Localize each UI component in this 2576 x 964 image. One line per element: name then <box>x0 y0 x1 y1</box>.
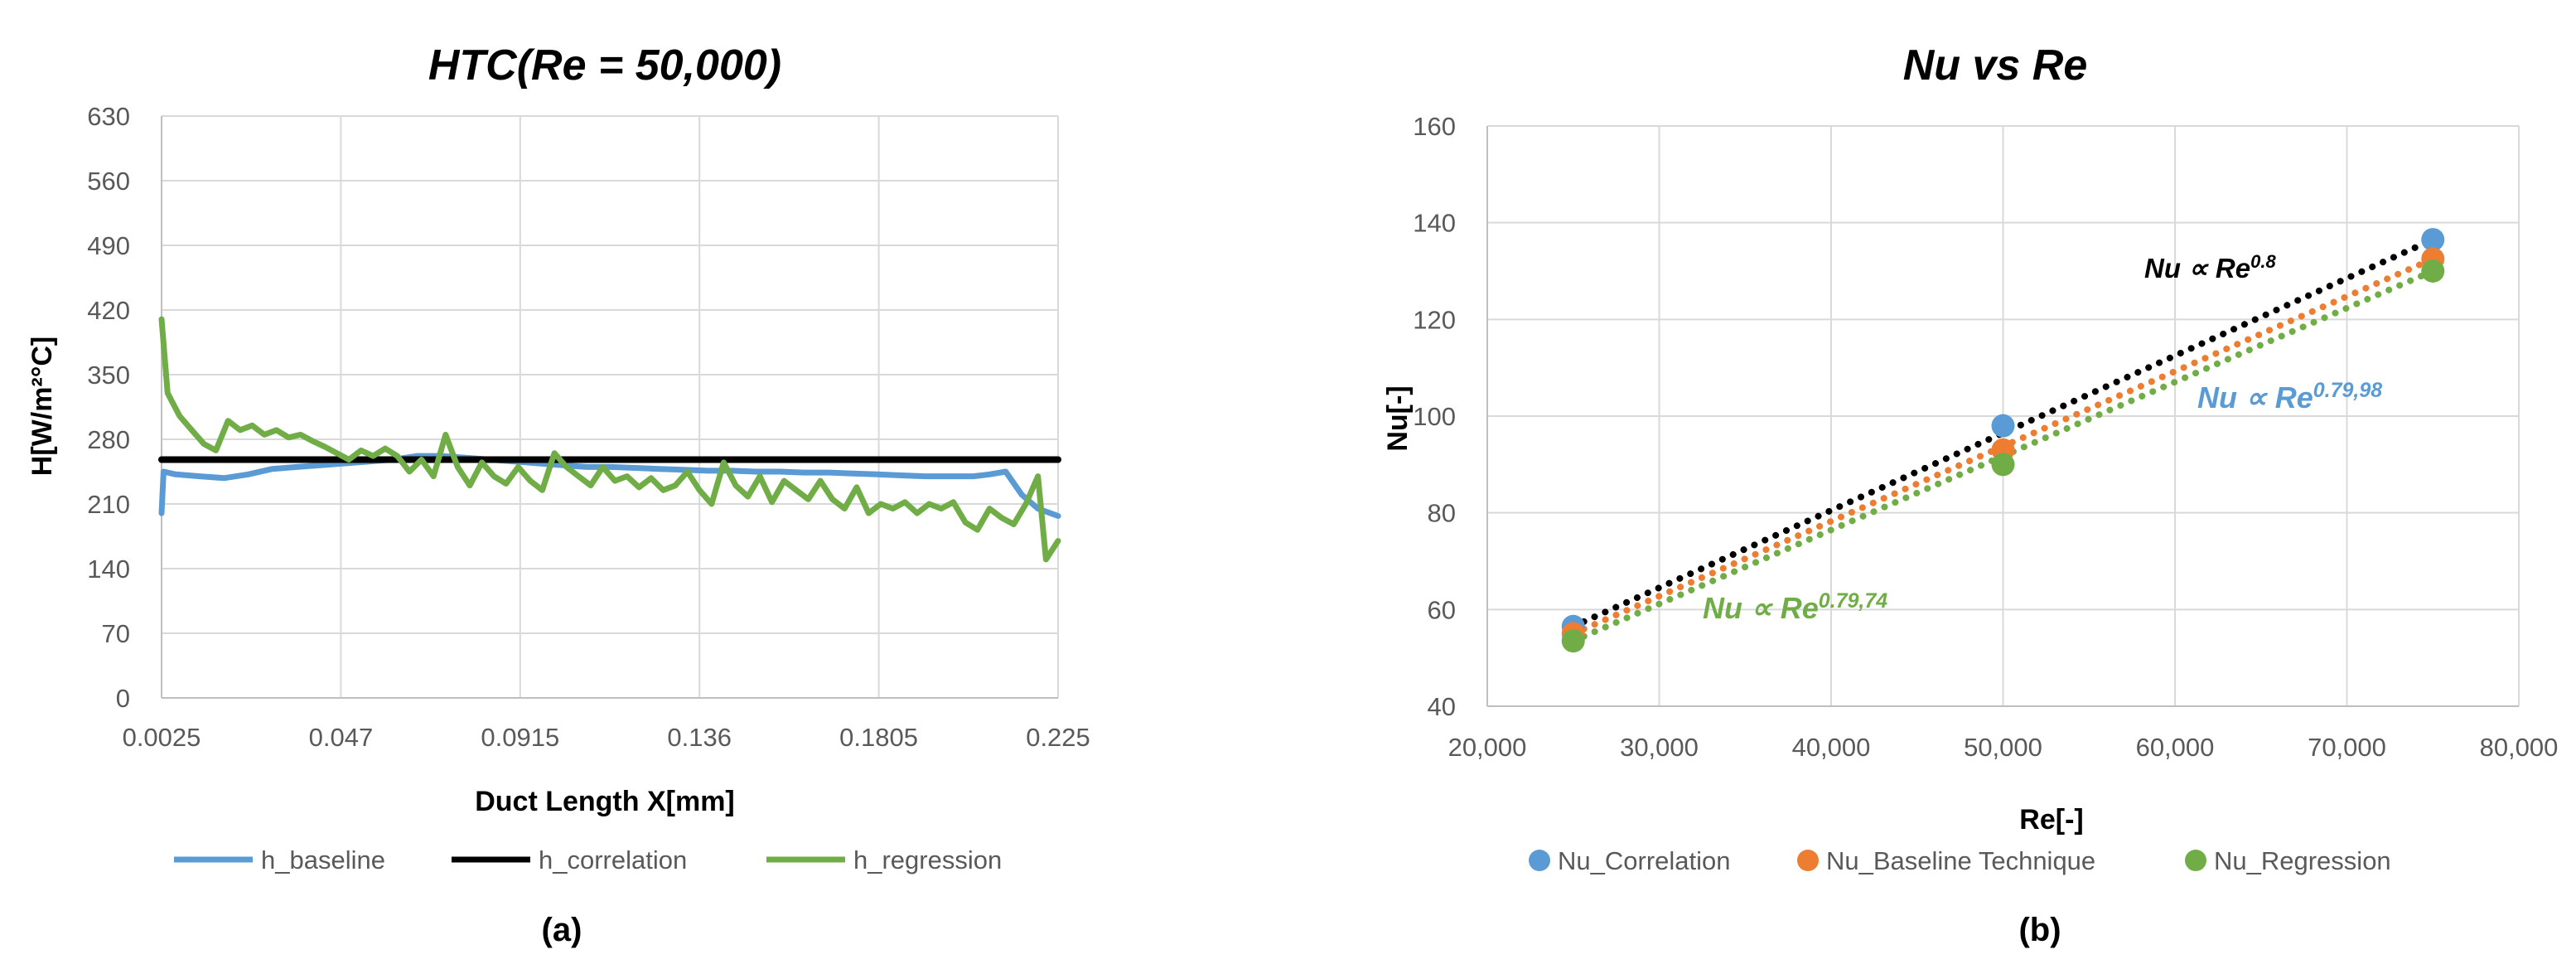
point-nu-correlation <box>2421 228 2445 252</box>
chart-a-xlabel: Duct Length X[mm] <box>475 786 735 817</box>
chart-a-ytick-label: 0 <box>116 684 130 713</box>
series-line-h-baseline <box>158 453 1061 519</box>
chart-a-series <box>158 316 1061 563</box>
point-nu-correlation <box>1991 414 2015 438</box>
chart-a-ytick-label: 490 <box>87 231 130 260</box>
chart-htc: HTC(Re = 50,000) 0 70 140 210 280 350 420 490 56… <box>27 41 1090 948</box>
chart-b-ytick-label: 80 <box>1428 499 1456 528</box>
chart-a-xtick-label: 0.0025 <box>123 723 201 752</box>
chart-a-ytick-label: 350 <box>87 361 130 390</box>
chart-b-yticks: 40 60 80 100 120 140 160 <box>1413 112 1456 721</box>
annotation-correlation: Nu ∝ Re0.8 <box>2144 251 2276 283</box>
chart-b-ytick-label: 160 <box>1413 112 1456 141</box>
chart-nu-vs-re: Nu vs Re 40 60 80 100 120 140 160 20,000 30,000… <box>1382 41 2558 948</box>
point-nu-regression <box>2421 259 2445 283</box>
chart-a-ytick-label: 630 <box>87 102 130 131</box>
legend-nu-regression: Nu_Regression <box>2214 846 2391 875</box>
legend-nu-baseline: Nu_Baseline Technique <box>1826 846 2095 875</box>
panel-label-a: (a) <box>542 912 582 948</box>
chart-a-xtick-label: 0.136 <box>667 723 732 752</box>
chart-a-xticks: 0.0025 0.047 0.0915 0.136 0.1805 0.225 <box>123 723 1090 752</box>
chart-b-ytick-label: 40 <box>1428 692 1456 721</box>
chart-a-title: HTC(Re = 50,000) <box>428 41 781 90</box>
chart-b-xtick-label: 60,000 <box>2136 733 2215 762</box>
panel-label-b: (b) <box>2018 912 2061 948</box>
point-nu-regression <box>1561 629 1585 653</box>
chart-a-grid <box>161 115 1059 699</box>
trendline-nu-correlation <box>1569 236 2437 630</box>
chart-a-legend: h_baseline h_correlation h_regression <box>174 845 1002 874</box>
point-nu-regression <box>1991 453 2015 477</box>
chart-b-xtick-label: 80,000 <box>2480 733 2559 762</box>
legend-swatch-nu-regression <box>2185 850 2206 871</box>
chart-a-ytick-label: 280 <box>87 425 130 454</box>
legend-h-baseline: h_baseline <box>261 845 385 874</box>
annotation-baseline: Nu ∝ Re0.79,98 <box>2197 379 2382 414</box>
chart-a-xtick-label: 0.1805 <box>839 723 918 752</box>
legend-h-regression: h_regression <box>853 845 1002 874</box>
legend-swatch-nu-correlation <box>1529 850 1550 871</box>
chart-b-ytick-label: 100 <box>1413 402 1456 431</box>
chart-b-ytick-label: 120 <box>1413 305 1456 334</box>
chart-b-xticks: 20,000 30,000 40,000 50,000 60,000 70,000 80,0… <box>1448 733 2559 762</box>
chart-b-ytick-label: 60 <box>1428 595 1456 624</box>
annotation-regression: Nu ∝ Re0.79,74 <box>1703 589 1887 625</box>
legend-swatch-nu-baseline <box>1797 850 1819 871</box>
legend-nu-correlation: Nu_Correlation <box>1558 846 1731 875</box>
series-line-h-regression <box>158 316 1061 563</box>
chart-a-ylabel: H[W/m²°C] <box>27 337 58 476</box>
chart-a-ytick-label: 210 <box>87 490 130 519</box>
chart-b-legend: Nu_Correlation Nu_Baseline Technique Nu_… <box>1529 846 2391 875</box>
chart-a-ytick-label: 140 <box>87 555 130 584</box>
chart-b-xlabel: Re[-] <box>2019 804 2083 836</box>
chart-b-grid <box>1486 125 2520 707</box>
legend-h-correlation: h_correlation <box>539 845 687 874</box>
chart-a-xtick-label: 0.225 <box>1026 723 1090 752</box>
chart-b-title: Nu vs Re <box>1903 41 2088 90</box>
chart-a-xtick-label: 0.047 <box>309 723 374 752</box>
chart-a-ytick-label: 420 <box>87 296 130 325</box>
chart-b-ylabel: Nu[-] <box>1382 385 1414 451</box>
chart-a-ytick-label: 560 <box>87 167 130 196</box>
chart-b-xtick-label: 20,000 <box>1448 733 1527 762</box>
chart-b-xtick-label: 40,000 <box>1792 733 1871 762</box>
chart-a-ytick-label: 70 <box>102 619 130 648</box>
chart-a-yticks: 0 70 140 210 280 350 420 490 560 630 <box>87 102 130 713</box>
chart-b-xtick-label: 70,000 <box>2308 733 2386 762</box>
chart-a-xtick-label: 0.0915 <box>481 723 559 752</box>
chart-b-xtick-label: 50,000 <box>1964 733 2042 762</box>
chart-b-xtick-label: 30,000 <box>1620 733 1699 762</box>
chart-b-points <box>1561 228 2445 653</box>
chart-b-ytick-label: 140 <box>1413 209 1456 238</box>
